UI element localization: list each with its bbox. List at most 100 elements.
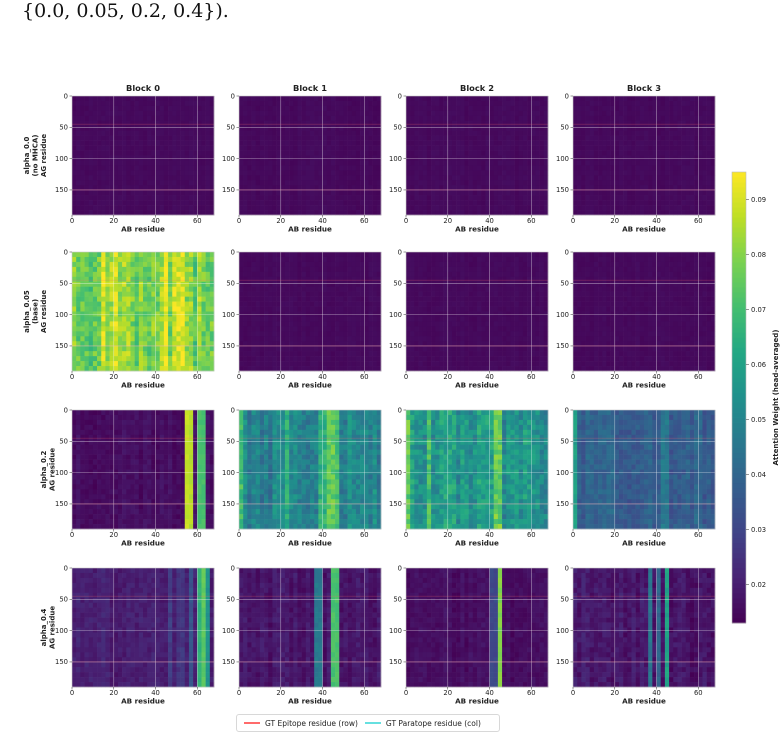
heatmap-cell	[243, 296, 248, 302]
heatmap-cell	[305, 291, 311, 297]
heatmap-cell	[598, 210, 603, 216]
y-tick-label: 100	[556, 155, 569, 163]
heatmap-cell	[447, 100, 453, 107]
heatmap-cell	[335, 100, 340, 107]
heatmap-cell	[410, 175, 415, 181]
heatmap-cell	[330, 296, 336, 302]
heatmap-cell	[322, 276, 328, 283]
heatmap-cell	[335, 150, 340, 156]
heatmap-cell	[669, 190, 674, 196]
heatmap-cell	[117, 155, 123, 161]
heatmap-cell	[426, 115, 432, 122]
heatmap-cell	[243, 336, 248, 342]
heatmap-cell	[439, 125, 444, 132]
heatmap-cell	[635, 110, 641, 117]
heatmap-cell	[351, 252, 357, 258]
heatmap-cell	[109, 170, 115, 176]
heatmap-cell	[610, 170, 616, 176]
heatmap-cell	[301, 346, 307, 352]
heatmap-cell	[92, 281, 98, 288]
heatmap-cell	[188, 140, 194, 146]
heatmap-cell	[347, 170, 353, 176]
heatmap-cell	[322, 135, 328, 141]
heatmap-cell	[88, 271, 94, 278]
heatmap-cell	[355, 311, 361, 317]
heatmap-cell	[113, 165, 119, 171]
heatmap-cell	[80, 96, 85, 102]
heatmap-cell	[360, 96, 365, 102]
heatmap-cell	[138, 266, 144, 273]
heatmap-cell	[134, 361, 140, 367]
heatmap-cell	[155, 200, 161, 206]
heatmap-cell	[205, 326, 211, 332]
heatmap-cell	[710, 140, 716, 146]
heatmap-cell	[168, 276, 173, 283]
heatmap-cell	[122, 130, 127, 136]
heatmap-cell	[297, 175, 302, 181]
heatmap-cell	[105, 331, 110, 337]
heatmap-cell	[318, 185, 323, 191]
heatmap-cell	[151, 336, 156, 342]
heatmap-cell	[443, 160, 449, 166]
heatmap-cell	[134, 200, 140, 206]
heatmap-cell	[193, 252, 198, 258]
heatmap-cell	[347, 175, 353, 181]
heatmap-cell	[522, 175, 528, 181]
heatmap-cell	[209, 331, 215, 337]
heatmap-cell	[293, 170, 298, 176]
heatmap-cell	[97, 205, 102, 211]
heatmap-cell	[92, 100, 98, 107]
heatmap-cell	[163, 96, 169, 102]
heatmap-cell	[664, 205, 670, 211]
heatmap-cell	[197, 341, 202, 347]
heatmap-cell	[477, 135, 482, 141]
heatmap-cell	[122, 361, 127, 367]
heatmap-cell	[163, 110, 169, 117]
heatmap-cell	[293, 261, 298, 268]
heatmap-cell	[134, 210, 140, 216]
heatmap-cell	[339, 160, 344, 166]
heatmap-cell	[272, 110, 277, 117]
heatmap-cell	[172, 100, 177, 107]
heatmap-cell	[589, 110, 595, 117]
heatmap-cell	[239, 301, 244, 307]
heatmap-cell	[97, 266, 102, 273]
heatmap-cell	[468, 170, 474, 176]
heatmap-cell	[681, 205, 687, 211]
heatmap-cell	[92, 190, 98, 196]
heatmap-cell	[168, 195, 173, 201]
heatmap-cell	[485, 96, 490, 102]
heatmap-cell	[188, 155, 194, 161]
heatmap-cell	[418, 145, 424, 151]
heatmap-cell	[372, 331, 378, 337]
heatmap-cell	[184, 110, 190, 117]
heatmap-cell	[180, 155, 186, 161]
heatmap-cell	[105, 210, 110, 216]
heatmap-cell	[109, 120, 115, 127]
heatmap-cell	[310, 356, 315, 362]
heatmap-cell	[268, 115, 273, 122]
heatmap-cell	[117, 105, 123, 112]
heatmap-cell	[376, 96, 382, 102]
heatmap-cell	[80, 366, 85, 372]
heatmap-cell	[460, 135, 465, 141]
heatmap-cell	[168, 366, 173, 372]
heatmap-cell	[284, 125, 290, 132]
heatmap-cell	[276, 291, 282, 297]
heatmap-cell	[180, 175, 186, 181]
heatmap-cell	[606, 180, 611, 186]
heatmap-cell	[188, 115, 194, 122]
heatmap-cell	[376, 210, 382, 216]
heatmap-cell	[272, 135, 277, 141]
heatmap-cell	[172, 195, 177, 201]
heatmap-cell	[610, 175, 616, 181]
heatmap-cell	[268, 170, 273, 176]
heatmap-cell	[360, 346, 365, 352]
heatmap-cell	[602, 135, 607, 141]
heatmap-cell	[689, 105, 695, 112]
heatmap-cell	[239, 205, 244, 211]
heatmap-cell	[184, 210, 190, 216]
heatmap-cell	[460, 200, 465, 206]
heatmap-cell	[689, 96, 695, 102]
heatmap-cell	[209, 140, 215, 146]
